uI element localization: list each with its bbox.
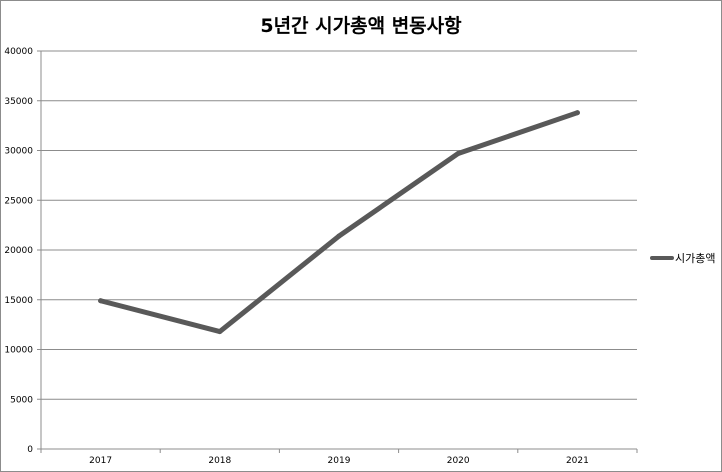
y-tick-label: 20000 (4, 246, 33, 256)
y-tick-label: 5000 (10, 395, 33, 405)
x-tick-label: 2019 (328, 456, 351, 466)
x-tick-label: 2017 (89, 456, 112, 466)
y-tick-label: 0 (27, 445, 33, 455)
data-point (217, 329, 223, 335)
data-point (455, 150, 461, 156)
x-tick-label: 2020 (447, 456, 470, 466)
x-tick-label: 2018 (208, 456, 231, 466)
series-line (98, 110, 580, 335)
y-tick-label: 15000 (4, 296, 33, 306)
chart-title: 5년간 시가총액 변동사항 (260, 15, 462, 37)
data-point (574, 110, 580, 116)
y-tick-label: 40000 (4, 47, 33, 57)
legend-label: 시가총액 (675, 252, 715, 265)
y-tick-label: 10000 (4, 346, 33, 356)
y-tick-label: 30000 (4, 147, 33, 157)
y-tick-label: 25000 (4, 196, 33, 206)
data-point (336, 233, 342, 239)
y-tick-label: 35000 (4, 97, 33, 107)
data-point (98, 298, 104, 304)
x-tick-label: 2021 (566, 456, 589, 466)
